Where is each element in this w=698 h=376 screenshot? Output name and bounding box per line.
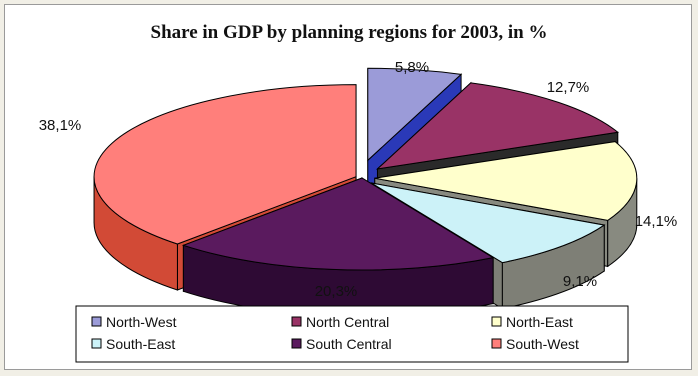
slice-top <box>367 67 463 162</box>
data-label-south-central: 20,3% <box>315 283 358 300</box>
slice-top <box>375 82 620 170</box>
pie-slice-south-central <box>181 177 495 317</box>
legend: North-West North Central North-East South-E… <box>75 305 629 363</box>
data-label-south-east: 9,1% <box>563 273 597 290</box>
data-label-north-central: 12,7% <box>547 79 590 96</box>
legend-swatch-north-east <box>491 316 502 327</box>
data-label-north-east: 14,1% <box>635 213 678 230</box>
legend-swatch-south-west <box>491 338 502 349</box>
slice-top <box>374 141 638 221</box>
data-label-north-west: 5,8% <box>395 59 429 76</box>
slice-top <box>93 84 357 245</box>
legend-label-north-west: North-West <box>106 314 177 330</box>
legend-label-south-west: South-West <box>506 336 579 352</box>
legend-label-south-east: South-East <box>106 336 175 352</box>
legend-label-south-central: South Central <box>306 336 392 352</box>
legend-label-north-central: North Central <box>306 314 389 330</box>
legend-swatch-north-west <box>91 316 102 327</box>
data-label-south-west: 38,1% <box>39 117 82 134</box>
legend-frame <box>75 305 629 363</box>
legend-swatch-north-central <box>291 316 302 327</box>
legend-swatch-south-central <box>291 338 302 349</box>
legend-label-north-east: North-East <box>506 314 573 330</box>
chart-title: Share in GDP by planning regions for 200… <box>151 22 548 43</box>
legend-swatch-south-east <box>91 338 102 349</box>
slice-top <box>181 177 495 271</box>
data-labels: 5,8% 12,7% 14,1% 9,1% 20,3% 38,1% <box>39 59 678 300</box>
slice-top <box>371 182 606 264</box>
slices-layer <box>93 67 638 317</box>
